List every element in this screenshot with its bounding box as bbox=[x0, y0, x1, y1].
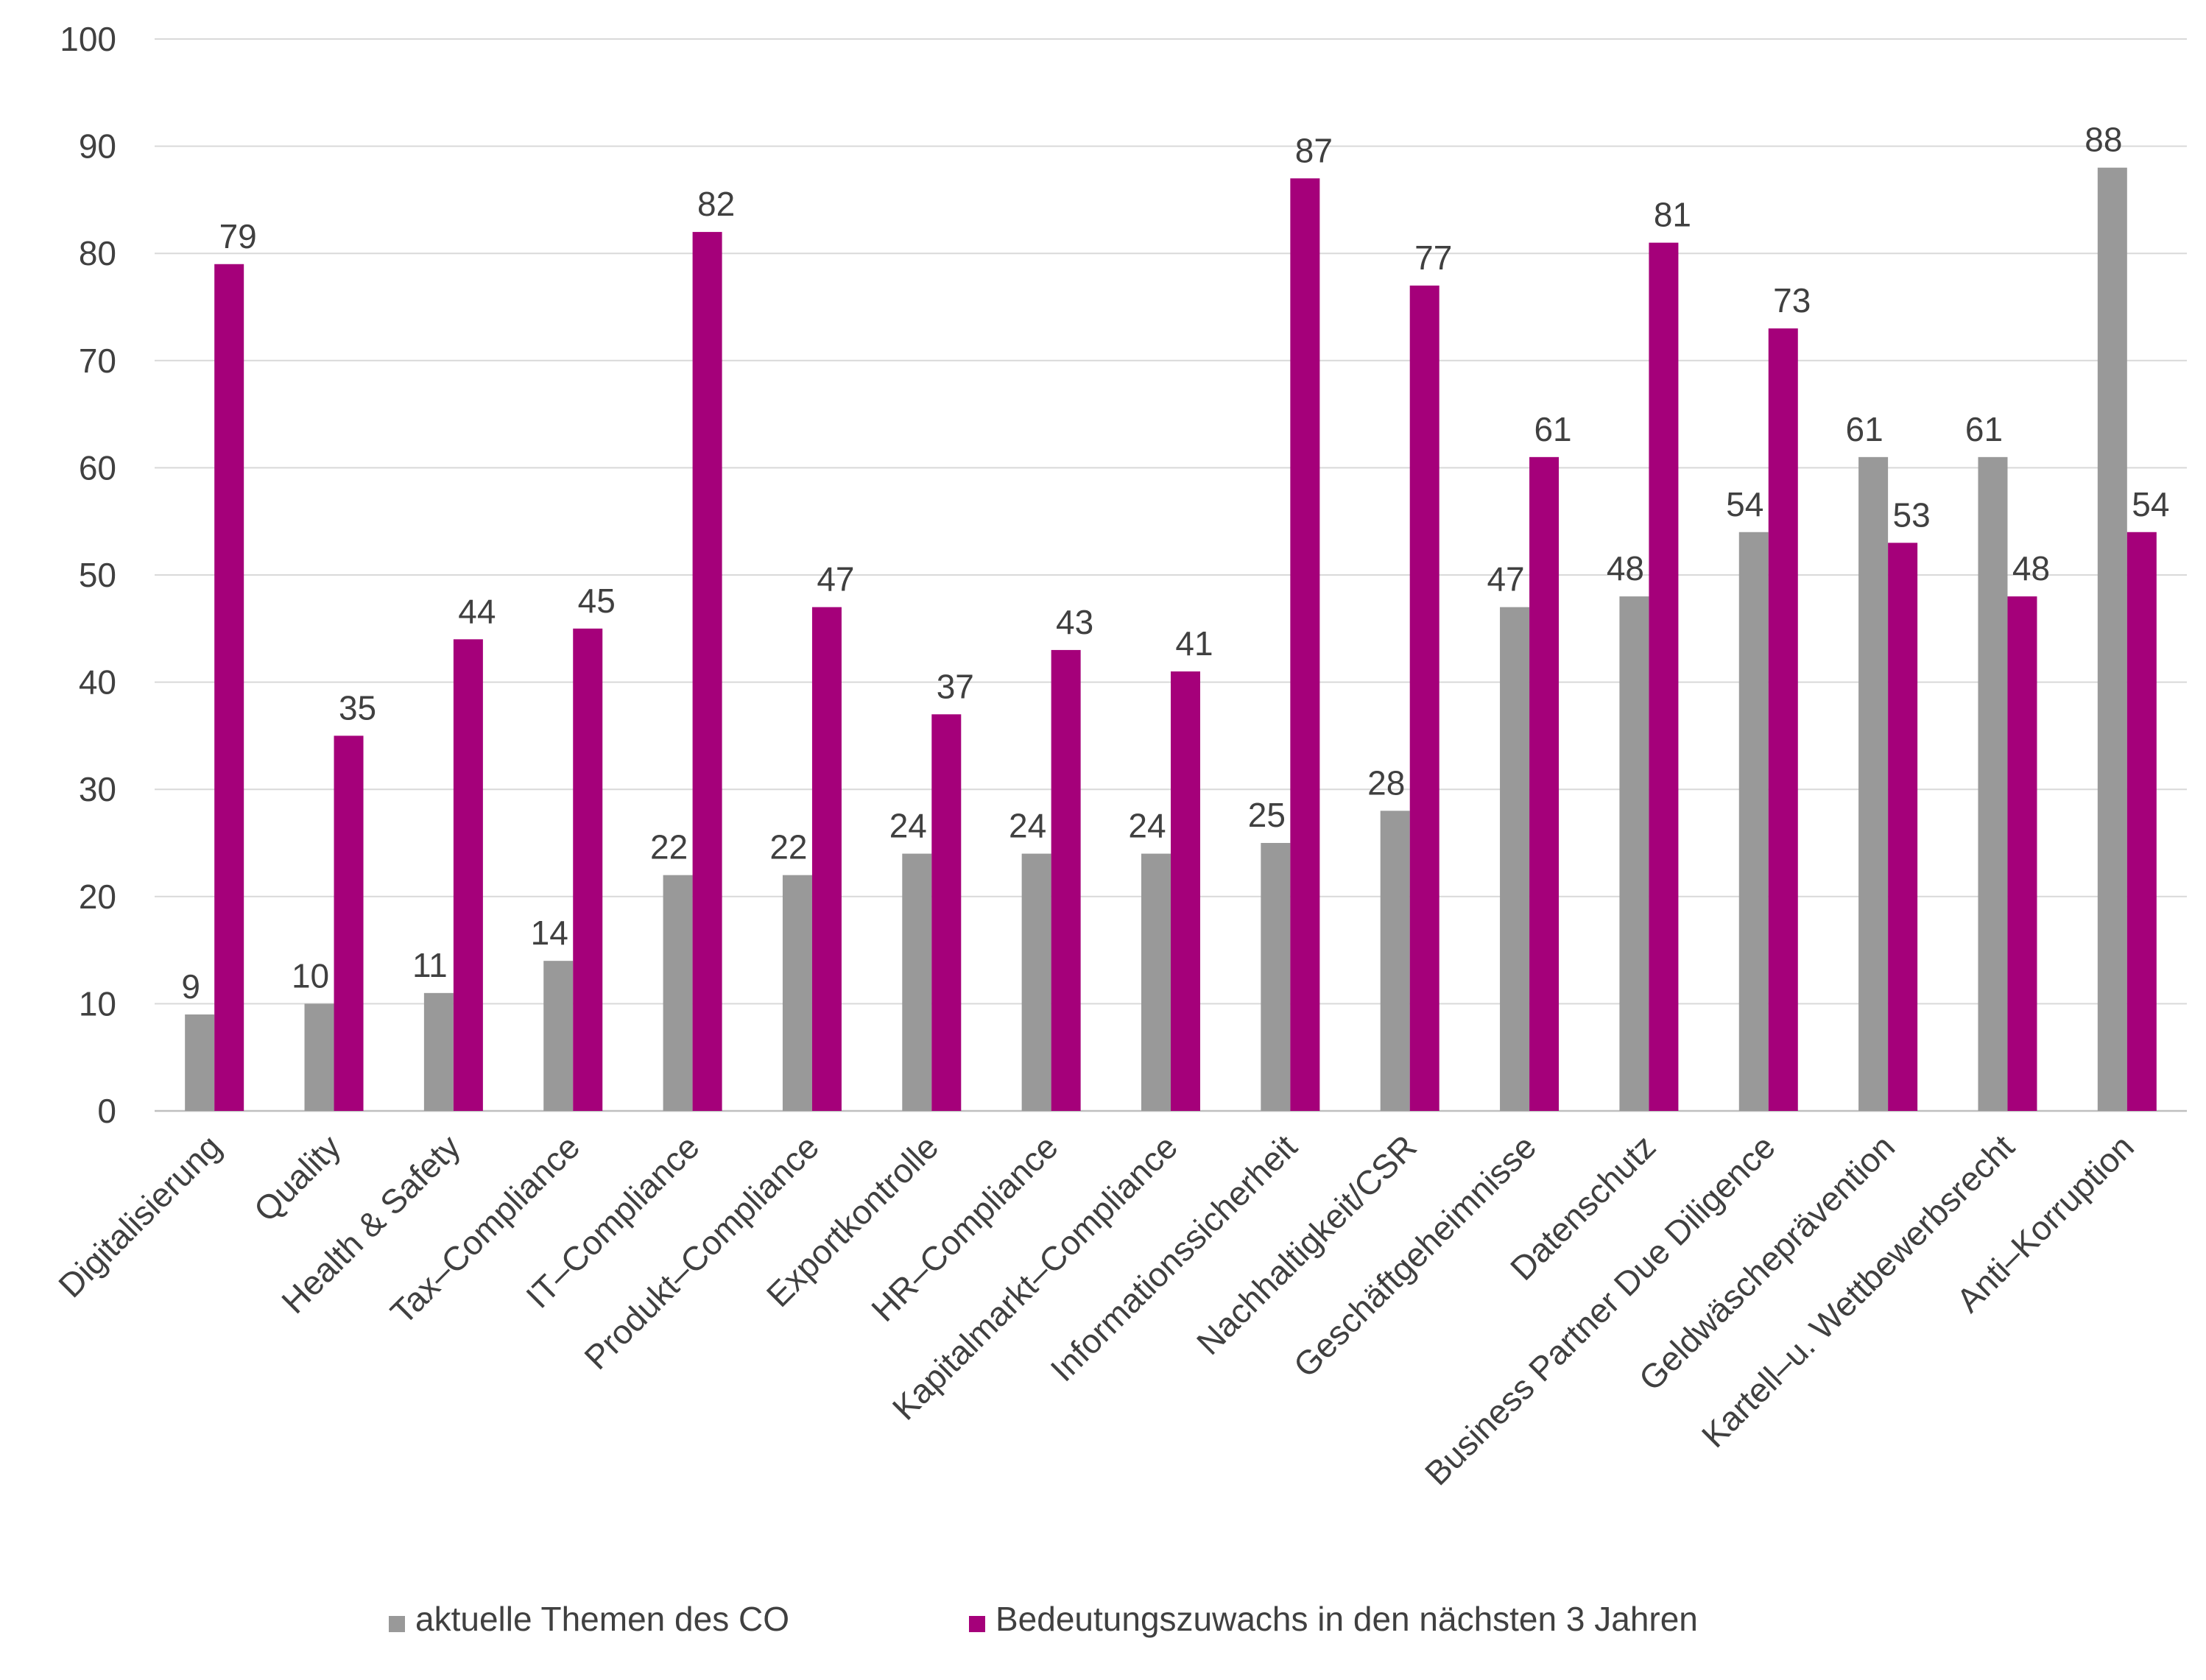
data-label: 61 bbox=[1846, 410, 1883, 448]
bar-current bbox=[2097, 167, 2127, 1112]
bar-growth bbox=[1290, 178, 1320, 1111]
bar-growth bbox=[1649, 242, 1679, 1111]
data-label: 28 bbox=[1367, 763, 1405, 802]
bar-current bbox=[1619, 596, 1649, 1111]
bar-growth bbox=[1051, 649, 1081, 1111]
bar-current bbox=[902, 853, 932, 1111]
data-label: 14 bbox=[531, 914, 568, 952]
y-tick-label: 40 bbox=[79, 663, 116, 702]
bar-growth bbox=[2007, 596, 2037, 1111]
data-labels: 9 79 10 35 11 44 14 45 22 82 22 47 24 37 24 43 24 41 25 87 2… bbox=[181, 121, 2169, 1006]
x-tick-label: Digitalisierung bbox=[51, 1127, 228, 1305]
bar-current bbox=[1021, 853, 1051, 1111]
data-label: 24 bbox=[889, 807, 927, 845]
y-tick-label: 90 bbox=[79, 127, 116, 166]
bar-growth bbox=[334, 735, 364, 1111]
data-label: 54 bbox=[1726, 485, 1763, 523]
data-label: 73 bbox=[1773, 281, 1811, 320]
data-label: 53 bbox=[1893, 495, 1931, 534]
x-tick-label: Quality bbox=[247, 1127, 348, 1229]
bar-growth bbox=[811, 607, 842, 1111]
y-tick-label: 100 bbox=[60, 20, 116, 58]
data-label: 43 bbox=[1056, 603, 1093, 641]
data-label: 88 bbox=[2085, 121, 2122, 159]
bar-growth bbox=[931, 714, 962, 1111]
y-tick-label: 50 bbox=[79, 556, 116, 594]
bar-growth bbox=[453, 639, 483, 1111]
bar-current bbox=[1978, 456, 2008, 1111]
y-tick-label: 0 bbox=[97, 1092, 116, 1130]
bar-current bbox=[1738, 532, 1769, 1111]
data-label: 35 bbox=[339, 688, 376, 727]
y-axis-ticks: 0 10 20 30 40 50 60 70 80 90 100 bbox=[60, 20, 116, 1130]
data-label: 61 bbox=[1965, 410, 2003, 448]
y-tick-label: 60 bbox=[79, 448, 116, 487]
legend-swatch bbox=[389, 1616, 405, 1632]
legend-swatch bbox=[969, 1616, 985, 1632]
data-label: 54 bbox=[2132, 485, 2169, 523]
bar-current bbox=[1141, 853, 1171, 1111]
bar-growth bbox=[1768, 328, 1798, 1111]
bar-current bbox=[663, 875, 693, 1111]
data-label: 41 bbox=[1175, 624, 1213, 663]
bar-current bbox=[1380, 811, 1410, 1111]
bar-growth bbox=[214, 264, 244, 1111]
data-label: 48 bbox=[2012, 549, 2050, 587]
bar-growth bbox=[1888, 543, 1918, 1111]
data-label: 45 bbox=[578, 582, 616, 620]
data-label: 25 bbox=[1248, 796, 1286, 834]
bars bbox=[185, 167, 2157, 1112]
data-label: 79 bbox=[219, 217, 257, 255]
data-label: 82 bbox=[697, 185, 735, 223]
data-label: 22 bbox=[650, 828, 688, 867]
data-label: 24 bbox=[1009, 807, 1046, 845]
data-label: 81 bbox=[1654, 196, 1691, 234]
data-label: 61 bbox=[1534, 410, 1571, 448]
data-label: 44 bbox=[458, 592, 496, 630]
y-tick-label: 80 bbox=[79, 234, 116, 272]
bar-growth bbox=[1171, 671, 1200, 1111]
bar-growth bbox=[573, 628, 603, 1111]
x-tick-label: Produkt–Compliance bbox=[577, 1127, 826, 1377]
bar-current bbox=[304, 1003, 334, 1111]
data-label: 47 bbox=[817, 560, 854, 599]
bar-current bbox=[1261, 843, 1291, 1111]
data-label: 24 bbox=[1128, 807, 1166, 845]
legend-label: aktuelle Themen des CO bbox=[415, 1600, 789, 1638]
y-tick-label: 70 bbox=[79, 342, 116, 380]
y-tick-label: 20 bbox=[79, 878, 116, 916]
bar-current bbox=[782, 875, 812, 1111]
data-label: 48 bbox=[1607, 549, 1644, 587]
bar-growth bbox=[692, 232, 722, 1112]
bar-growth bbox=[2126, 532, 2157, 1111]
bar-growth bbox=[1409, 285, 1439, 1111]
x-tick-label: Geschäftgeheimnisse bbox=[1286, 1127, 1544, 1385]
bar-current bbox=[185, 1014, 215, 1111]
data-label: 87 bbox=[1295, 131, 1333, 169]
bar-growth bbox=[1529, 456, 1560, 1111]
data-label: 77 bbox=[1414, 239, 1452, 277]
bar-current bbox=[543, 961, 574, 1111]
bar-current bbox=[423, 992, 454, 1111]
data-label: 22 bbox=[769, 828, 807, 867]
data-label: 9 bbox=[181, 967, 200, 1006]
data-label: 47 bbox=[1487, 560, 1524, 599]
bar-current bbox=[1858, 456, 1889, 1111]
bar-current bbox=[1500, 607, 1530, 1111]
data-label: 11 bbox=[412, 946, 448, 984]
y-tick-label: 30 bbox=[79, 770, 116, 808]
data-label: 37 bbox=[937, 667, 974, 705]
y-tick-label: 10 bbox=[79, 984, 116, 1023]
legend-label: Bedeutungszuwachs in den nächsten 3 Jahr… bbox=[995, 1600, 1698, 1638]
data-label: 10 bbox=[292, 956, 329, 995]
legend: aktuelle Themen des CO Bedeutungszuwachs … bbox=[389, 1600, 1698, 1638]
x-tick-label: Nachhaltigkeit/CSR bbox=[1189, 1127, 1424, 1362]
